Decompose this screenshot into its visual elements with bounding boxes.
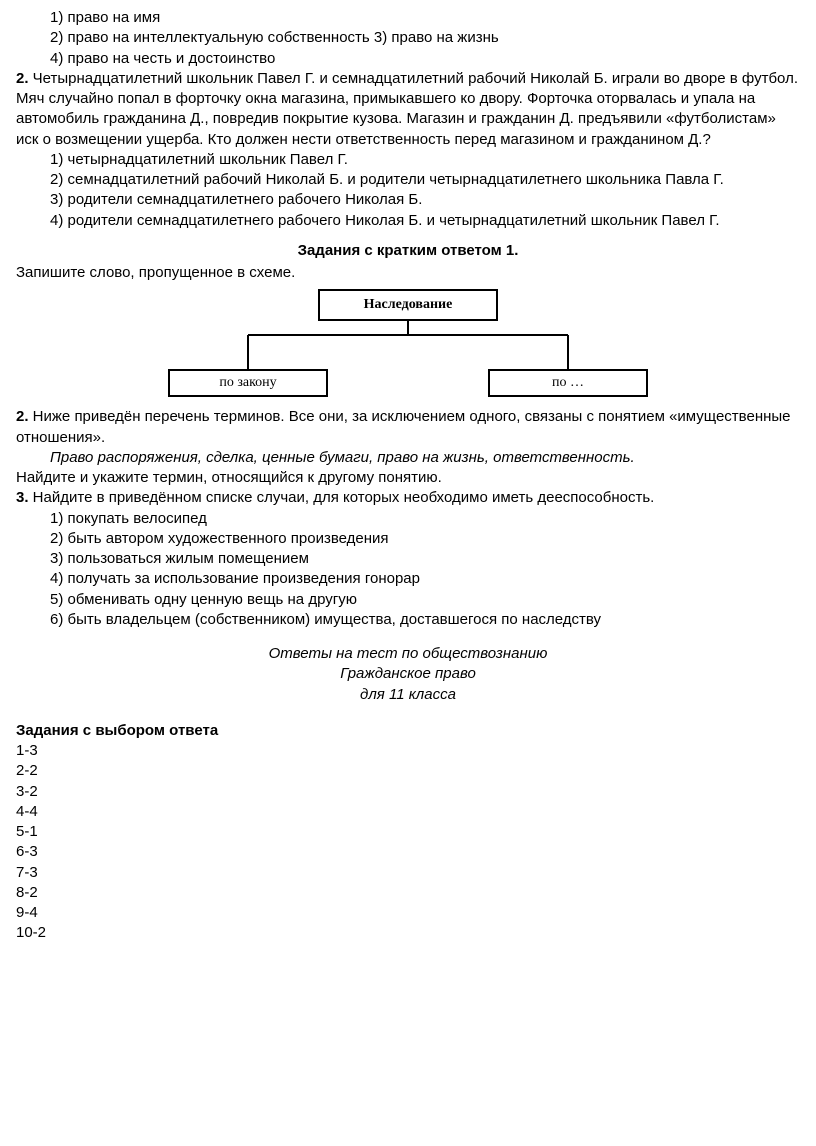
- q2-number: 2.: [16, 70, 29, 87]
- q1-option-4: 4) право на честь и достоинство: [16, 49, 800, 69]
- short3-text: 3. Найдите в приведённом списке случаи, …: [16, 488, 800, 508]
- diagram-left-box: по закону: [168, 369, 328, 397]
- short3-number: 3.: [16, 489, 29, 506]
- answer-row: 1-3: [16, 741, 800, 761]
- answer-row: 2-2: [16, 761, 800, 781]
- short3-body: Найдите в приведённом списке случаи, для…: [29, 489, 655, 506]
- short3-option-6: 6) быть владельцем (собственником) имуще…: [16, 610, 800, 630]
- short3-option-4: 4) получать за использование произведени…: [16, 569, 800, 589]
- answers-heading-1: Ответы на тест по обществознанию: [16, 644, 800, 664]
- short-answer-title: Задания с кратким ответом 1.: [16, 241, 800, 261]
- answer-row: 4-4: [16, 802, 800, 822]
- q2-option-1: 1) четырнадцатилетний школьник Павел Г.: [16, 150, 800, 170]
- q1-option-1: 1) право на имя: [16, 8, 800, 28]
- answer-row: 9-4: [16, 903, 800, 923]
- q2-option-4: 4) родители семнадцатилетнего рабочего Н…: [16, 211, 800, 231]
- short2-body: Ниже приведён перечень терминов. Все они…: [16, 408, 791, 445]
- short3-option-3: 3) пользоваться жилым помещением: [16, 549, 800, 569]
- q2-option-2: 2) семнадцатилетний рабочий Николай Б. и…: [16, 170, 800, 190]
- answer-row: 7-3: [16, 863, 800, 883]
- answers-heading-2: Гражданское право: [16, 664, 800, 684]
- answer-row: 5-1: [16, 822, 800, 842]
- answer-row: 3-2: [16, 782, 800, 802]
- answer-row: 10-2: [16, 923, 800, 943]
- short2-task: Найдите и укажите термин, относящийся к …: [16, 468, 800, 488]
- answer-row: 6-3: [16, 842, 800, 862]
- diagram-top-box: Наследование: [318, 289, 498, 321]
- diagram-right-box: по …: [488, 369, 648, 397]
- short3-option-2: 2) быть автором художественного произвед…: [16, 529, 800, 549]
- inheritance-diagram: Наследование по закону по …: [148, 289, 668, 397]
- q2-text: 2. Четырнадцатилетний школьник Павел Г. …: [16, 69, 800, 150]
- short2-terms: Право распоряжения, сделка, ценные бумаг…: [16, 448, 800, 468]
- short2-text: 2. Ниже приведён перечень терминов. Все …: [16, 407, 800, 448]
- short2-number: 2.: [16, 408, 29, 425]
- q2-option-3: 3) родители семнадцатилетнего рабочего Н…: [16, 190, 800, 210]
- short3-option-1: 1) покупать велосипед: [16, 509, 800, 529]
- short3-option-5: 5) обменивать одну ценную вещь на другую: [16, 590, 800, 610]
- q2-body: Четырнадцатилетний школьник Павел Г. и с…: [16, 70, 798, 148]
- q1-option-2-3: 2) право на интеллектуальную собственнос…: [16, 28, 800, 48]
- short1-text: Запишите слово, пропущенное в схеме.: [16, 263, 800, 283]
- answer-row: 8-2: [16, 883, 800, 903]
- answers-list: 1-3 2-2 3-2 4-4 5-1 6-3 7-3 8-2 9-4 10-2: [16, 741, 800, 944]
- answers-section-title: Задания с выбором ответа: [16, 721, 800, 741]
- answers-heading-3: для 11 класса: [16, 685, 800, 705]
